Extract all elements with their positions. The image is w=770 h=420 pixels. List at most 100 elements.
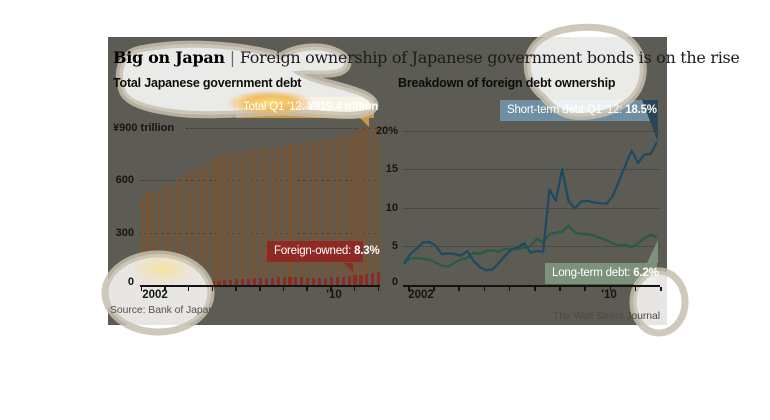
foreign-owned-bar — [341, 276, 345, 285]
total-debt-bar — [306, 142, 310, 285]
total-debt-bar — [371, 126, 375, 285]
headline-separator: | — [229, 48, 235, 67]
total-debt-bar — [341, 135, 345, 285]
foreign-owned-bar — [329, 277, 333, 285]
total-debt-bar — [193, 168, 197, 285]
long-term-callout-tail — [647, 240, 658, 263]
headline-text: Foreign ownership of Japanese government… — [239, 48, 740, 67]
foreign-owned-bar — [288, 276, 292, 285]
total-debt-bar — [359, 128, 363, 285]
left-axis-tick — [353, 287, 356, 291]
total-debt-bar — [377, 124, 381, 285]
short-term-callout: Short-term debt Q1 '12: 18.5% — [500, 100, 657, 121]
total-debt-callout-text: Total Q1 '12: ¥919.4 trillion — [243, 101, 379, 113]
left-axis-tick — [377, 287, 379, 291]
total-debt-bar — [164, 186, 168, 285]
foreign-owned-bar — [335, 276, 339, 285]
total-debt-bar — [300, 142, 304, 285]
left-y-tick-label: 0 — [127, 276, 134, 288]
right-chart-title: Breakdown of foreign debt ownership — [398, 76, 616, 90]
short-term-callout-text: Short-term debt Q1 '12: 18.5% — [507, 104, 657, 116]
left-gridline-900 — [186, 128, 380, 130]
foreign-owned-callout-text: Foreign-owned: 8.3% — [274, 245, 380, 257]
right-axis-tick — [559, 287, 561, 291]
left-y-tick-label: 600 — [115, 174, 134, 187]
foreign-owned-bar — [282, 276, 286, 285]
total-debt-bar — [217, 156, 221, 285]
foreign-owned-bar — [312, 277, 316, 285]
line-chart-layer — [108, 37, 667, 330]
long-term-callout-text: Long-term debt: 6.2% — [552, 267, 659, 279]
foreign-owned-bar — [247, 278, 251, 285]
total-debt-bar — [211, 158, 215, 285]
right-axis-tick — [458, 287, 460, 291]
foreign-owned-bar — [270, 277, 274, 285]
total-debt-bar — [235, 152, 239, 285]
foreign-owned-callout: Foreign-owned: 8.3% — [267, 241, 380, 262]
total-debt-bar — [270, 147, 274, 285]
total-debt-bar — [365, 127, 369, 285]
left-axis-tick — [330, 287, 332, 291]
right-x-label-10: '10 — [601, 289, 617, 301]
left-axis-tick — [282, 287, 285, 291]
total-debt-bar — [252, 149, 257, 285]
foreign-owned-bar — [353, 275, 357, 285]
right-y-tick-label: 15 — [385, 163, 398, 176]
right-axis-tick — [584, 287, 586, 291]
left-x-axis — [140, 285, 380, 287]
foreign-owned-bar — [276, 277, 280, 285]
total-debt-bar — [158, 189, 162, 285]
left-x-label-10: '10 — [326, 289, 342, 301]
total-debt-bar — [199, 165, 203, 285]
right-y-tick-label: 20% — [375, 124, 398, 137]
right-axis-tick — [508, 287, 511, 291]
right-axis-tick — [433, 287, 435, 291]
left-axis-tick — [235, 287, 237, 291]
right-gridline-10 — [403, 207, 660, 209]
total-debt-bar — [323, 139, 328, 285]
left-y-tick-label: 300 — [115, 226, 134, 239]
long-term-debt-line — [403, 224, 658, 268]
total-debt-bar — [187, 171, 191, 285]
total-debt-bar — [146, 192, 150, 285]
right-x-axis — [403, 285, 660, 287]
headline: Big on Japan | Foreign ownership of Japane… — [113, 48, 740, 67]
total-debt-bar — [258, 148, 262, 285]
foreign-owned-bar — [241, 279, 245, 285]
headline-kicker: Big on Japan — [113, 48, 225, 67]
total-debt-bar — [247, 150, 251, 285]
foreign-callout-tail — [344, 263, 353, 272]
total-debt-bar — [152, 191, 156, 285]
total-callout-tail — [360, 118, 369, 127]
left-chart-title: Total Japanese government debt — [113, 76, 302, 90]
total-debt-callout: Total Q1 '12: ¥919.4 trillion — [236, 97, 378, 118]
total-debt-bar — [288, 144, 292, 285]
short-term-debt-line — [403, 141, 658, 272]
graphic-panel: Big on Japan | Foreign ownership of Japane… — [108, 37, 740, 325]
right-axis-tick — [634, 287, 637, 291]
foreign-owned-bar — [371, 273, 375, 285]
left-axis-tick — [187, 287, 190, 291]
foreign-owned-bar — [359, 274, 363, 285]
left-axis-tick — [306, 287, 308, 291]
total-debt-bar — [312, 141, 316, 285]
total-debt-bar — [223, 154, 227, 285]
total-debt-bar — [241, 151, 245, 285]
total-debt-bar — [335, 137, 339, 285]
left-y-tick-label: ¥900 trillion — [113, 122, 175, 135]
right-y-tick-label: 5 — [391, 240, 398, 253]
foreign-ownership-lines — [403, 141, 658, 272]
foreign-owned-bar — [223, 280, 227, 285]
foreign-owned-bar — [258, 278, 262, 285]
total-debt-bar — [353, 131, 357, 285]
foreign-owned-bar — [252, 278, 257, 285]
right-y-tick-label: 10 — [385, 201, 398, 214]
foreign-owned-bar — [323, 277, 328, 285]
total-debt-bar — [170, 183, 174, 285]
total-debt-bar — [229, 153, 233, 285]
right-y-tick-label: 0 — [391, 276, 398, 288]
right-axis-tick — [408, 287, 410, 291]
foreign-owned-bar — [300, 277, 304, 285]
total-debt-bar — [317, 140, 322, 285]
foreign-owned-bar — [306, 277, 310, 285]
